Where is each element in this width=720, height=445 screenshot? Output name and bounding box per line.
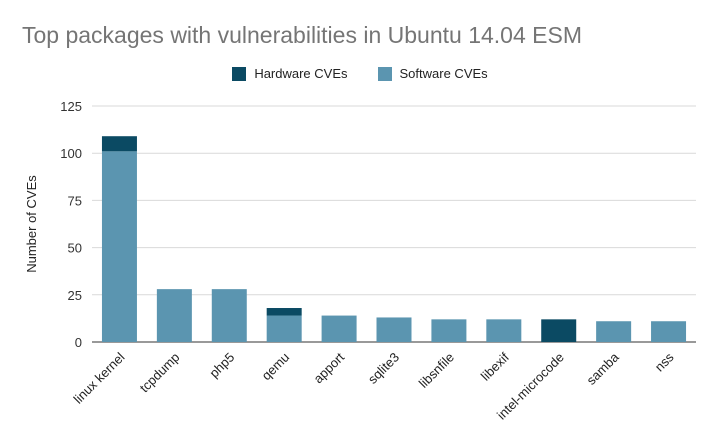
legend-label-software: Software CVEs <box>399 66 488 81</box>
x-tick-label: libexif <box>478 349 512 383</box>
bar-software <box>596 321 632 342</box>
y-tick-label: 50 <box>68 241 82 256</box>
y-tick-label: 25 <box>68 288 82 303</box>
x-tick-label: apport <box>311 349 348 386</box>
legend-swatch-software <box>377 66 392 81</box>
legend-label-hardware: Hardware CVEs <box>254 66 348 81</box>
x-tick-label: linux kernel <box>70 349 127 406</box>
bar-software <box>156 289 192 342</box>
bar-software <box>651 321 687 342</box>
y-tick-label: 0 <box>75 335 82 350</box>
chart-title: Top packages with vulnerabilities in Ubu… <box>22 22 582 48</box>
legend-item-hardware: Hardware CVEs <box>232 66 348 81</box>
legend-item-software: Software CVEs <box>377 66 488 81</box>
x-tick-label: sqlite3 <box>365 350 402 387</box>
y-axis-title: Number of CVEs <box>24 175 39 273</box>
bar-software <box>486 319 522 342</box>
y-tick-label: 75 <box>68 193 82 208</box>
legend: Hardware CVEs Software CVEs <box>0 66 720 81</box>
x-tick-label: nss <box>652 349 677 374</box>
y-tick-label: 125 <box>60 99 82 114</box>
x-tick-label: libsnfile <box>416 350 457 391</box>
bar-software <box>211 289 247 342</box>
bar-hardware <box>266 308 302 316</box>
y-tick-label: 100 <box>60 146 82 161</box>
bar-software <box>266 315 302 342</box>
x-tick-label: qemu <box>259 350 293 384</box>
bar-hardware <box>101 136 137 152</box>
bar-software <box>376 317 412 342</box>
x-tick-label: tcpdump <box>137 350 183 396</box>
bar-software <box>101 151 137 342</box>
bar-hardware <box>541 319 577 342</box>
bar-software <box>321 315 357 342</box>
x-tick-label: php5 <box>206 350 237 381</box>
x-tick-label: samba <box>584 349 623 388</box>
bar-software <box>431 319 467 342</box>
legend-swatch-hardware <box>232 66 247 81</box>
